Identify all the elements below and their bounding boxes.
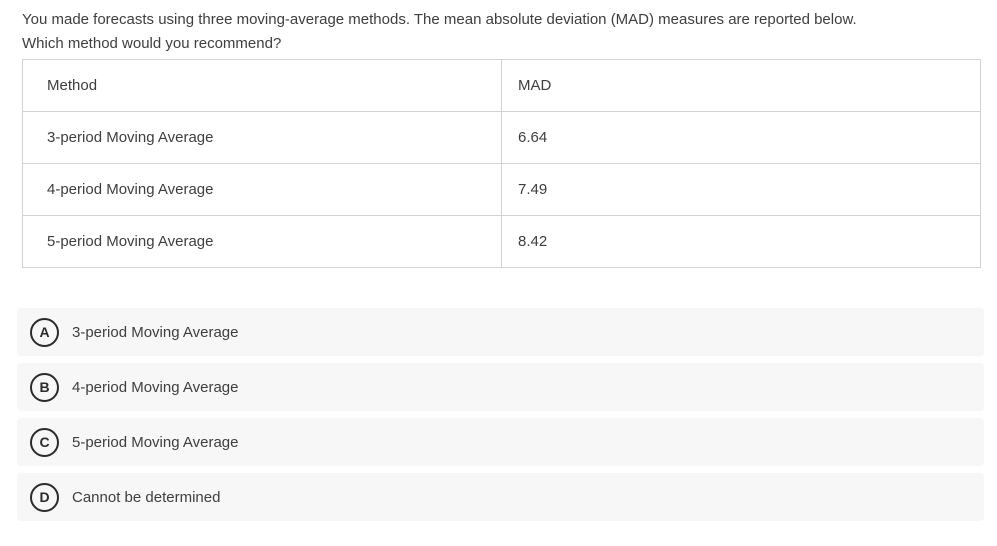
question-text-line2: Which method would you recommend? bbox=[22, 35, 282, 52]
table-row: 4-period Moving Average 7.49 bbox=[22, 163, 981, 216]
table-cell-mad: 8.42 bbox=[501, 215, 981, 268]
table-header-method: Method bbox=[22, 59, 502, 112]
option-b-label: 4-period Moving Average bbox=[72, 378, 239, 396]
option-a[interactable]: A 3-period Moving Average bbox=[17, 308, 984, 356]
table-cell-method: 5-period Moving Average bbox=[22, 215, 502, 268]
option-c[interactable]: C 5-period Moving Average bbox=[17, 418, 984, 466]
option-a-letter-badge: A bbox=[30, 317, 59, 347]
table-header-row: Method MAD bbox=[22, 59, 981, 112]
option-b[interactable]: B 4-period Moving Average bbox=[17, 363, 984, 411]
option-d-letter-badge: D bbox=[30, 482, 59, 512]
option-d-label: Cannot be determined bbox=[72, 488, 221, 506]
table-row: 3-period Moving Average 6.64 bbox=[22, 111, 981, 164]
table-row: 5-period Moving Average 8.42 bbox=[22, 215, 981, 268]
answer-options: A 3-period Moving Average B 4-period Mov… bbox=[17, 308, 997, 521]
table-cell-method: 3-period Moving Average bbox=[22, 111, 502, 164]
option-b-letter-badge: B bbox=[30, 372, 59, 402]
table-cell-mad: 6.64 bbox=[501, 111, 981, 164]
table-cell-mad: 7.49 bbox=[501, 163, 981, 216]
option-c-letter-badge: C bbox=[30, 427, 59, 457]
table-cell-method: 4-period Moving Average bbox=[22, 163, 502, 216]
table-header-mad: MAD bbox=[501, 59, 981, 112]
question-text: You made forecasts using three moving-av… bbox=[0, 0, 997, 56]
option-a-label: 3-period Moving Average bbox=[72, 323, 239, 341]
mad-table: Method MAD 3-period Moving Average 6.64 … bbox=[22, 59, 981, 268]
option-d[interactable]: D Cannot be determined bbox=[17, 473, 984, 521]
question-text-line1: You made forecasts using three moving-av… bbox=[22, 11, 857, 28]
option-c-label: 5-period Moving Average bbox=[72, 433, 239, 451]
